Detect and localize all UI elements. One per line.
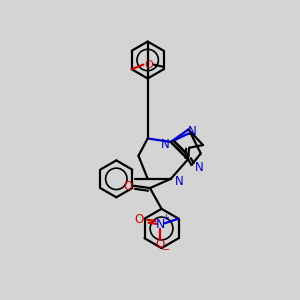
Text: +: +	[162, 213, 169, 222]
Text: O: O	[145, 60, 153, 70]
Text: −: −	[162, 245, 170, 255]
Text: N: N	[160, 138, 169, 151]
Text: N: N	[195, 161, 204, 174]
Text: O: O	[155, 238, 165, 250]
Text: O: O	[124, 180, 133, 194]
Text: N: N	[188, 125, 197, 138]
Text: N: N	[175, 175, 183, 188]
Text: N: N	[155, 218, 165, 231]
Text: O: O	[135, 213, 144, 226]
